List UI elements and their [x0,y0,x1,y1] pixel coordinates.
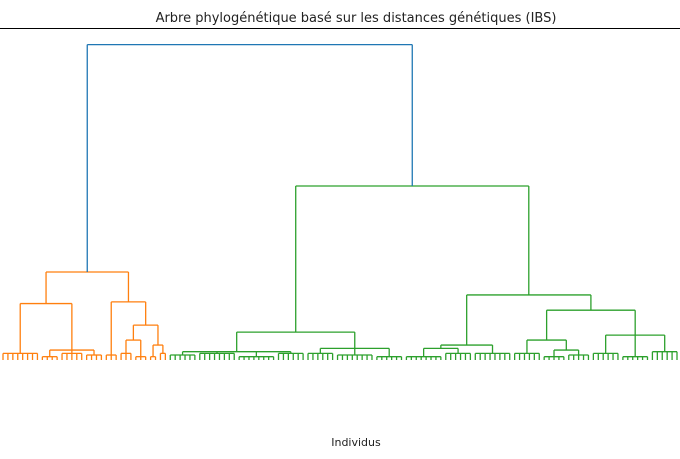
x-axis-label: Individus [331,436,381,449]
chart-title: Arbre phylogénétique basé sur les distan… [156,11,557,26]
